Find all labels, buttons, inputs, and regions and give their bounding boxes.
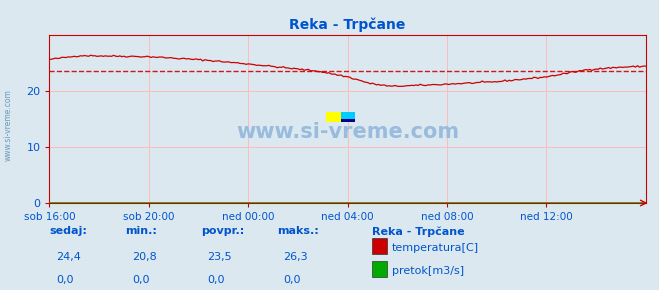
Text: Reka - Trpčane: Reka - Trpčane xyxy=(372,226,465,237)
Text: www.si-vreme.com: www.si-vreme.com xyxy=(3,89,13,161)
Text: sedaj:: sedaj: xyxy=(49,226,87,236)
Text: 0,0: 0,0 xyxy=(283,276,301,285)
Text: pretok[m3/s]: pretok[m3/s] xyxy=(392,266,464,276)
Text: 24,4: 24,4 xyxy=(56,252,81,262)
Title: Reka - Trpčane: Reka - Trpčane xyxy=(289,18,406,32)
Text: temperatura[C]: temperatura[C] xyxy=(392,243,479,253)
Text: 20,8: 20,8 xyxy=(132,252,157,262)
Text: min.:: min.: xyxy=(125,226,157,236)
Text: www.si-vreme.com: www.si-vreme.com xyxy=(236,122,459,142)
Text: 26,3: 26,3 xyxy=(283,252,308,262)
Text: 0,0: 0,0 xyxy=(132,276,150,285)
Text: povpr.:: povpr.: xyxy=(201,226,244,236)
Text: 23,5: 23,5 xyxy=(208,252,232,262)
Text: 0,0: 0,0 xyxy=(208,276,225,285)
Text: maks.:: maks.: xyxy=(277,226,318,236)
Text: 0,0: 0,0 xyxy=(56,276,74,285)
